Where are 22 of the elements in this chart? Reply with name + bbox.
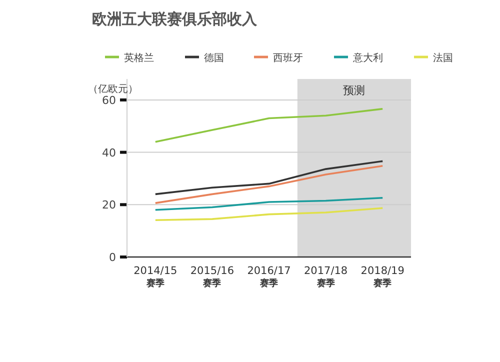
y-axis-title: （亿欧元） (88, 84, 138, 95)
x-tick-label: 2015/16 赛季 (190, 265, 234, 289)
x-tick-label: 2018/19 赛季 (360, 265, 404, 289)
band-label: 预测 (343, 84, 366, 97)
y-tick-label: 0 (109, 251, 116, 264)
x-tick-label: 2017/18 赛季 (304, 265, 348, 289)
y-tick-label: 20 (102, 198, 116, 212)
legend-label: 意大利 (352, 52, 383, 64)
line-series (154, 160, 384, 196)
line-series (154, 165, 384, 204)
line-series (154, 196, 384, 211)
line-series (154, 207, 384, 221)
legend-label: 西班牙 (273, 52, 303, 64)
y-tick-label: 40 (102, 146, 116, 160)
legend-label: 德国 (204, 53, 224, 64)
line-series (154, 108, 384, 143)
legend-label: 英格兰 (124, 52, 154, 64)
x-tick-label: 2016/17 赛季 (247, 265, 291, 289)
y-tick-label: 60 (102, 94, 116, 107)
x-tick-label: 2014/15 赛季 (134, 265, 178, 289)
chart-title: 欧洲五大联赛俱乐部收入 (92, 10, 258, 28)
legend-label: 法国 (433, 52, 453, 64)
